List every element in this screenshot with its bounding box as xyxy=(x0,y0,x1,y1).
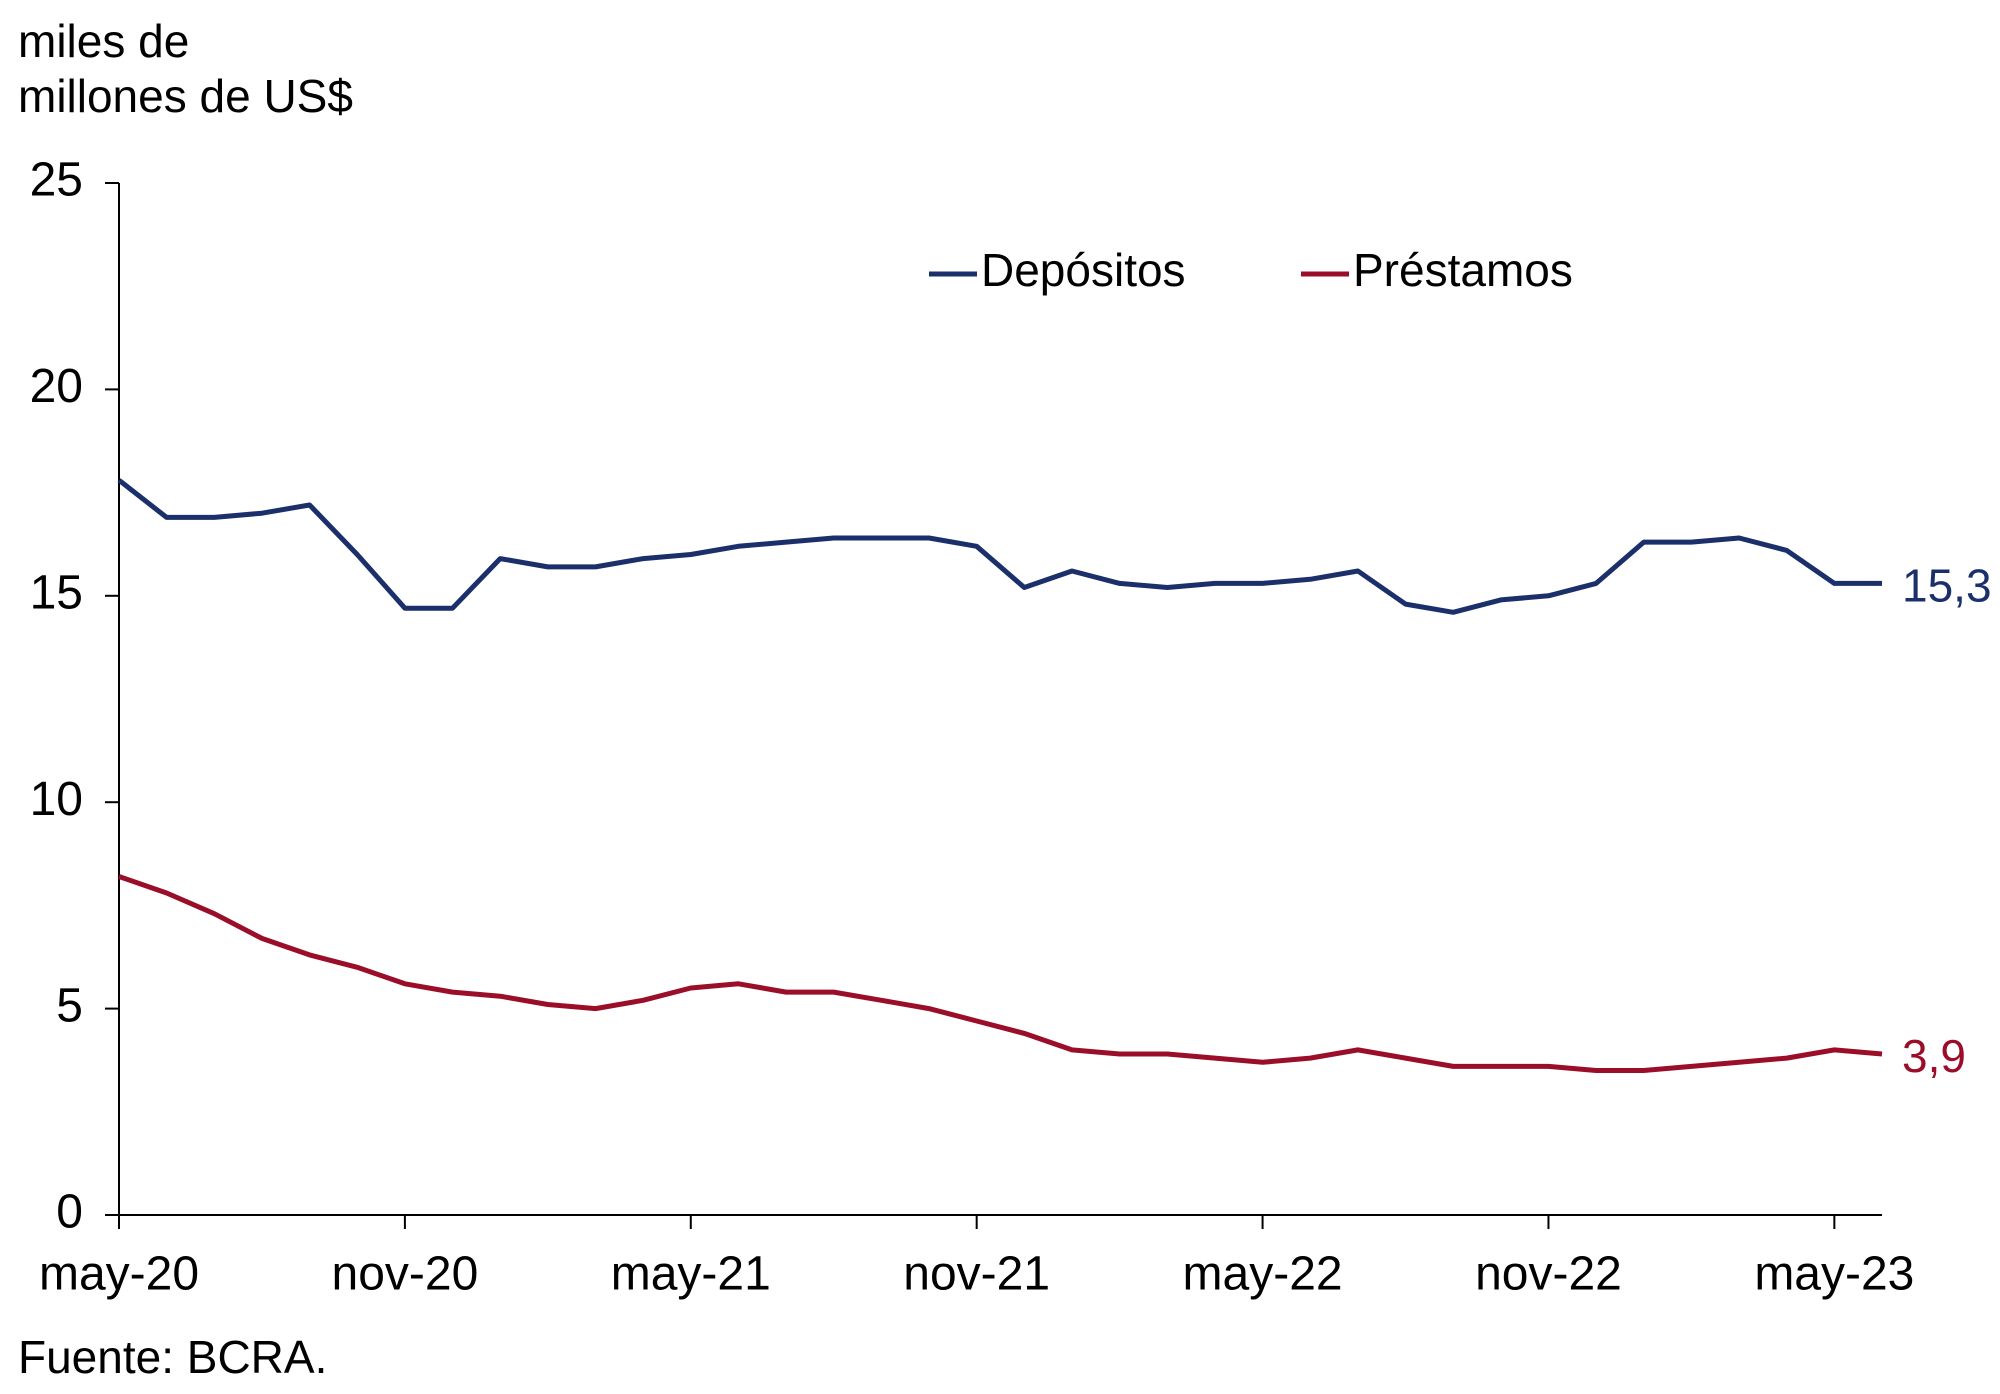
x-tick-label: may-23 xyxy=(1754,1248,1914,1301)
end-value-label: 15,3 xyxy=(1902,560,1992,612)
x-tick-label: may-21 xyxy=(611,1248,771,1301)
x-tick-label: may-22 xyxy=(1183,1248,1343,1301)
y-axis-label: millones de US$ xyxy=(18,70,353,122)
legend-label: Depósitos xyxy=(981,244,1186,296)
data-line xyxy=(118,874,1883,1073)
y-tick-label: 0 xyxy=(56,1186,83,1239)
x-tick-label: nov-21 xyxy=(903,1248,1050,1301)
y-tick-label: 5 xyxy=(56,979,83,1032)
x-tick-label: nov-22 xyxy=(1475,1248,1622,1301)
data-line xyxy=(117,478,1882,615)
x-tick-label: nov-20 xyxy=(332,1248,479,1301)
x-tick-label: may-20 xyxy=(39,1248,199,1301)
end-value-label: 3,9 xyxy=(1902,1030,1966,1082)
source-note: Fuente: BCRA. xyxy=(18,1331,327,1383)
y-tick-label: 25 xyxy=(30,154,83,207)
y-tick-label: 20 xyxy=(30,360,83,413)
y-tick-label: 10 xyxy=(30,773,83,826)
y-tick-label: 15 xyxy=(30,566,83,619)
y-axis-label: miles de xyxy=(18,15,189,67)
legend-label: Préstamos xyxy=(1353,244,1573,296)
